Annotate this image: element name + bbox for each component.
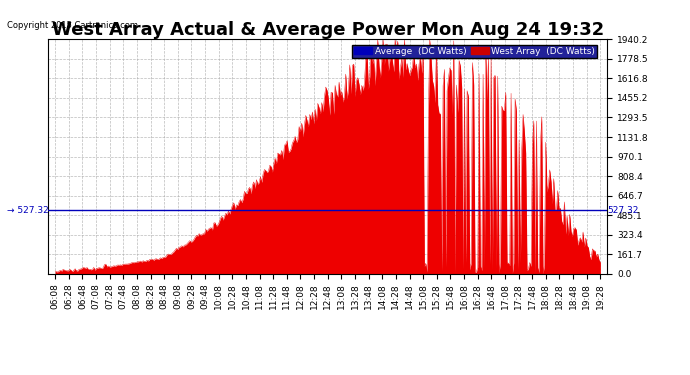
- Text: 527.32: 527.32: [607, 206, 638, 214]
- Legend: Average  (DC Watts), West Array  (DC Watts): Average (DC Watts), West Array (DC Watts…: [352, 45, 597, 58]
- Text: Copyright 2015 Cartronics.com: Copyright 2015 Cartronics.com: [7, 21, 138, 30]
- Title: West Array Actual & Average Power Mon Aug 24 19:32: West Array Actual & Average Power Mon Au…: [52, 21, 604, 39]
- Text: → 527.32: → 527.32: [6, 206, 48, 214]
